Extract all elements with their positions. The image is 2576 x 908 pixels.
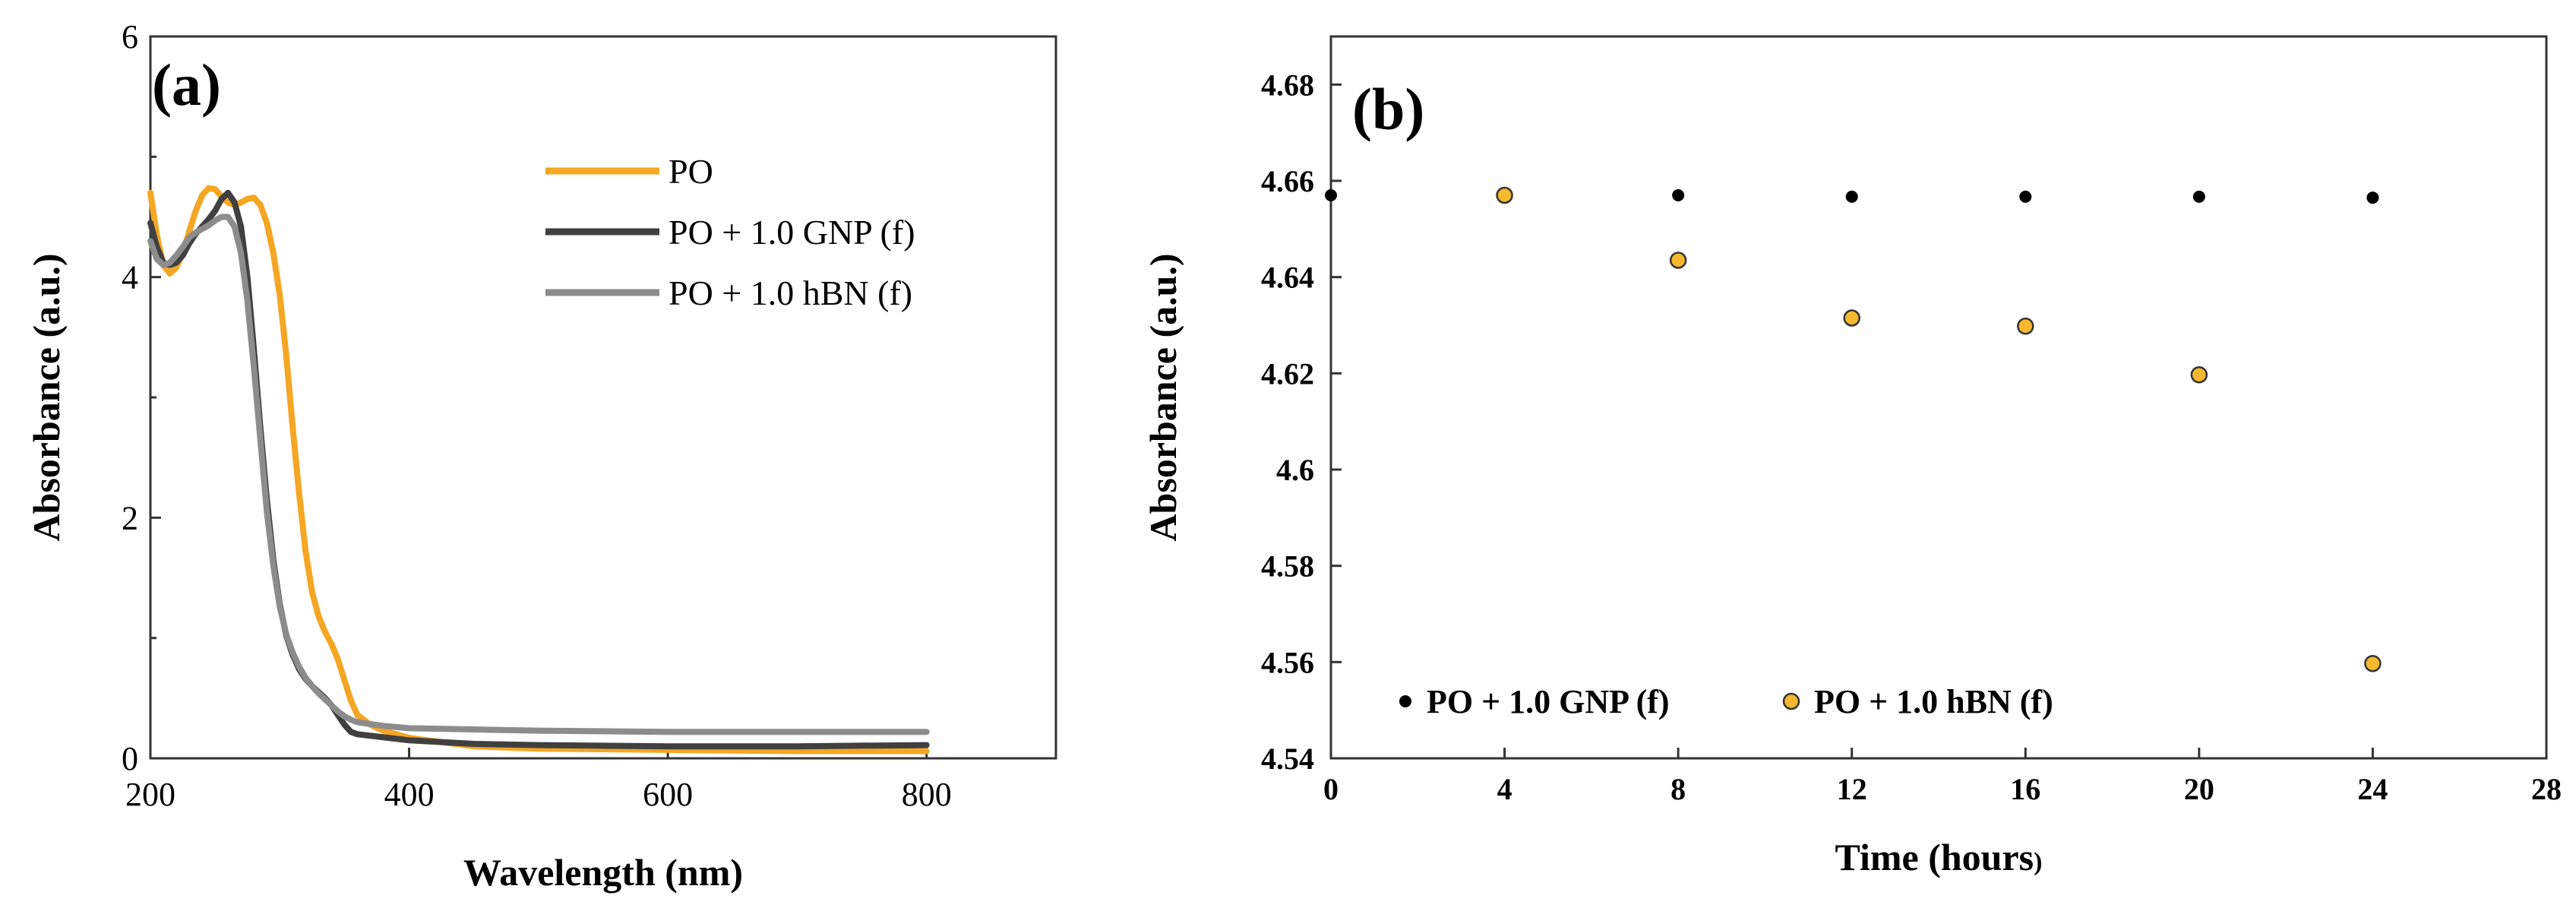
panel-a-x-tick-label: 400 bbox=[384, 776, 435, 813]
legend-label-hbn-b: PO + 1.0 hBN (f) bbox=[1814, 683, 2053, 720]
legend-label-po: PO bbox=[668, 152, 713, 191]
panel-a-y-tick-label: 2 bbox=[122, 499, 138, 536]
panel-a-label: (a) bbox=[152, 52, 221, 118]
data-point-gnp bbox=[1325, 189, 1337, 201]
panel-b-y-tick-label: 4.58 bbox=[1261, 549, 1314, 584]
data-point-hbn bbox=[2190, 365, 2208, 384]
panel-a-y-axis-title: Absorbance (a.u.) bbox=[25, 253, 68, 541]
panel-b-series-group bbox=[1325, 186, 2382, 672]
data-point-hbn bbox=[2364, 654, 2382, 672]
panel-b-x-tick-label: 12 bbox=[1837, 772, 1867, 806]
panel-b-label: (b) bbox=[1352, 76, 1424, 142]
panel-b-x-tick-label: 24 bbox=[2357, 772, 2388, 806]
panel-b-y-tick-label: 4.6 bbox=[1276, 453, 1314, 487]
data-point-hbn bbox=[1669, 252, 1687, 269]
data-point-gnp bbox=[2192, 190, 2205, 203]
panel-a-y-tick-label: 0 bbox=[122, 740, 138, 777]
data-point-hbn bbox=[1843, 309, 1860, 327]
panel-b-y-ticks: 4.54 4.56 4.58 4.6 4.62 4.64 4.66 4.68 bbox=[1261, 68, 1342, 776]
panel-b-y-tick-label: 4.66 bbox=[1261, 164, 1314, 198]
panel-a-x-tick-label: 200 bbox=[125, 776, 175, 813]
legend-label-gnp-b: PO + 1.0 GNP (f) bbox=[1427, 683, 1670, 720]
panel-b-x-tick-label: 20 bbox=[2184, 772, 2214, 806]
panel-b-x-tick-label: 0 bbox=[1323, 772, 1339, 806]
panel-a-x-tick-label: 600 bbox=[643, 776, 693, 813]
panel-b-y-tick-label: 4.54 bbox=[1261, 742, 1314, 776]
data-point-gnp bbox=[2019, 190, 2032, 203]
panel-b-x-tick-label: 4 bbox=[1497, 772, 1512, 806]
panel-a-y-tick-label: 4 bbox=[122, 259, 138, 296]
panel-b-y-tick-label: 4.62 bbox=[1261, 356, 1314, 391]
panel-b-y-axis-title: Absorbance (a.u.) bbox=[1142, 253, 1184, 541]
panel-b-x-axis-title-main: Time (hours bbox=[1835, 836, 2034, 878]
data-point-gnp bbox=[1672, 189, 1685, 201]
panel-b-y-tick-label: 4.68 bbox=[1261, 68, 1314, 102]
panel-a-x-axis-title: Wavelength (nm) bbox=[463, 851, 743, 894]
series-line-hbn bbox=[147, 214, 930, 736]
panel-a-legend: PO PO + 1.0 GNP (f) PO + 1.0 hBN (f) bbox=[545, 152, 915, 312]
panel-b-y-tick-label: 4.56 bbox=[1261, 645, 1314, 679]
data-point-hbn bbox=[2017, 318, 2034, 335]
legend-label-gnp: PO + 1.0 GNP (f) bbox=[668, 213, 915, 252]
panel-b-x-axis-title-suffix: ) bbox=[2034, 848, 2042, 876]
panel-a-series-group bbox=[147, 185, 930, 755]
panel-a-y-tick-label: 6 bbox=[122, 18, 138, 55]
panel-b-x-ticks: 0 4 8 12 16 20 24 28 bbox=[1323, 748, 2562, 806]
legend-marker-gnp bbox=[1399, 695, 1411, 707]
panel-b-legend: PO + 1.0 GNP (f) PO + 1.0 hBN (f) bbox=[1399, 683, 2053, 720]
panel-b-x-tick-label: 8 bbox=[1670, 772, 1686, 806]
data-point-gnp bbox=[2366, 191, 2379, 204]
panel-b-chart: 4.54 4.56 4.58 4.6 4.62 4.64 4.66 4.68 0 4 8 12 16 2… bbox=[1142, 35, 2562, 878]
panel-a-chart: 0 2 4 6 200 400 600 800 (a) Wavelength (nm) Ab… bbox=[25, 18, 1057, 894]
panel-b-x-tick-label: 16 bbox=[2010, 772, 2040, 806]
panel-b-x-axis-title: Time (hours) bbox=[1835, 836, 2043, 878]
legend-marker-hbn bbox=[1782, 692, 1800, 710]
panel-a-x-tick-label: 800 bbox=[902, 776, 952, 813]
data-point-hbn bbox=[1496, 186, 1513, 204]
data-point-gnp bbox=[1845, 190, 1858, 203]
panel-b-x-tick-label: 28 bbox=[2531, 772, 2562, 806]
legend-label-hbn: PO + 1.0 hBN (f) bbox=[668, 274, 912, 312]
panel-b-plot-frame bbox=[1329, 35, 2548, 760]
panel-a-x-ticks: 200 400 600 800 bbox=[125, 748, 952, 813]
panel-b-y-tick-label: 4.64 bbox=[1261, 261, 1314, 295]
panel-a-y-ticks: 0 2 4 6 bbox=[122, 18, 161, 777]
